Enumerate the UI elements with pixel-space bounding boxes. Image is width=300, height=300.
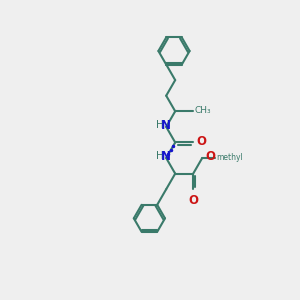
Text: N: N [161, 118, 171, 132]
Text: N: N [161, 150, 171, 163]
Text: O: O [197, 135, 207, 148]
Text: H: H [156, 120, 164, 130]
Text: H: H [156, 151, 164, 161]
Text: O: O [188, 194, 198, 207]
Text: CH₃: CH₃ [194, 106, 211, 115]
Text: methyl: methyl [216, 153, 243, 162]
Text: O: O [206, 150, 216, 163]
